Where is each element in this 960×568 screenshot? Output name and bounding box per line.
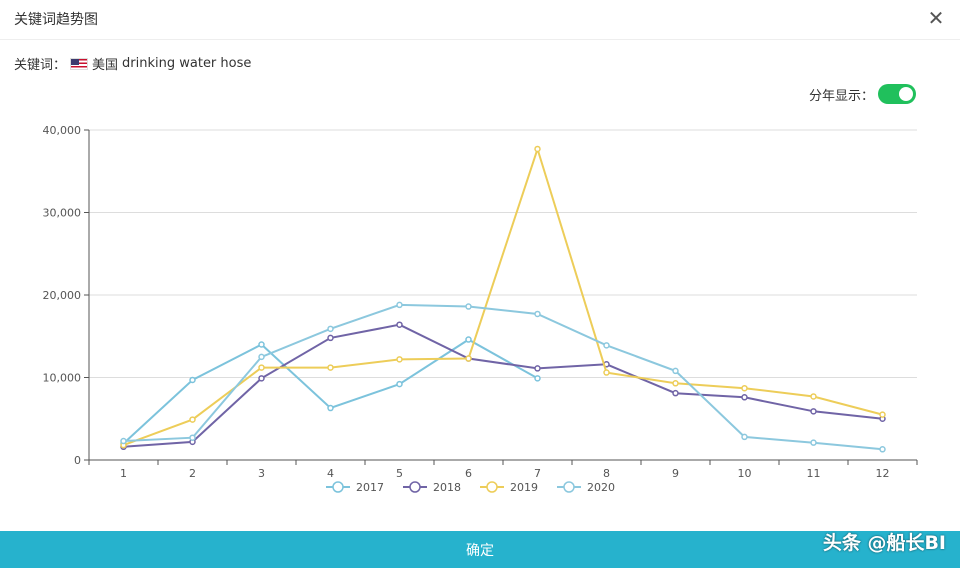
data-point-2019[interactable] xyxy=(465,355,472,362)
y-tick-label: 30,000 xyxy=(43,207,82,220)
x-tick-label: 2 xyxy=(189,467,196,480)
yearly-toggle-switch[interactable] xyxy=(878,84,916,104)
x-tick-label: 5 xyxy=(396,467,403,480)
data-point-2020[interactable] xyxy=(189,434,196,441)
x-tick-label: 10 xyxy=(738,467,752,480)
x-tick-label: 1 xyxy=(120,467,127,480)
data-point-2018[interactable] xyxy=(258,375,265,382)
y-tick-label: 20,000 xyxy=(43,289,82,302)
data-point-2017[interactable] xyxy=(258,341,265,348)
data-point-2017[interactable] xyxy=(465,336,472,343)
data-point-2018[interactable] xyxy=(672,389,679,397)
y-tick-label: 10,000 xyxy=(43,372,82,385)
data-point-2019[interactable] xyxy=(258,364,265,371)
series-line-2019 xyxy=(123,145,883,447)
data-point-2019[interactable] xyxy=(879,411,886,418)
legend-marker-2020[interactable] xyxy=(563,481,575,493)
legend-label-2020[interactable]: 2020 xyxy=(587,481,615,494)
x-tick-label: 7 xyxy=(534,467,541,480)
confirm-button-label: 确定 xyxy=(466,542,494,559)
data-point-2020[interactable] xyxy=(672,367,679,375)
data-point-2018[interactable] xyxy=(396,321,403,328)
data-point-2019[interactable] xyxy=(327,364,334,371)
data-point-2017[interactable] xyxy=(396,380,403,388)
legend-marker-2017[interactable] xyxy=(332,481,344,493)
data-point-2019[interactable] xyxy=(672,380,679,387)
data-point-2019[interactable] xyxy=(189,416,196,423)
keyword-term: drinking water hose xyxy=(122,56,252,71)
data-point-2019[interactable] xyxy=(396,356,403,363)
us-flag-icon xyxy=(70,57,89,70)
x-tick-label: 3 xyxy=(258,467,265,480)
series-line-2020 xyxy=(123,303,883,451)
data-point-2020[interactable] xyxy=(465,303,472,310)
data-point-2017[interactable] xyxy=(327,404,334,412)
data-point-2018[interactable] xyxy=(534,365,541,372)
data-point-2019[interactable] xyxy=(810,393,817,400)
x-tick-label: 11 xyxy=(807,467,821,480)
series-line-2018 xyxy=(123,323,883,448)
data-point-2020[interactable] xyxy=(258,353,265,361)
legend-marker-2019[interactable] xyxy=(486,481,498,493)
data-point-2020[interactable] xyxy=(741,433,748,441)
data-point-2020[interactable] xyxy=(120,437,127,445)
data-point-2017[interactable] xyxy=(534,375,541,382)
keyword-row: 关键词： 美国 drinking water hose xyxy=(14,54,251,73)
yearly-toggle-label: 分年显示： xyxy=(808,88,874,104)
data-point-2019[interactable] xyxy=(603,369,610,376)
data-point-2020[interactable] xyxy=(879,446,886,453)
series-line-2017 xyxy=(122,338,538,445)
data-point-2017[interactable] xyxy=(189,376,196,384)
legend-label-2017[interactable]: 2017 xyxy=(356,481,384,494)
y-tick-label: 40,000 xyxy=(43,124,82,137)
x-tick-label: 4 xyxy=(327,467,334,480)
yearly-toggle-row: 分年显示： xyxy=(809,84,916,104)
x-tick-label: 9 xyxy=(672,467,679,480)
x-tick-label: 8 xyxy=(603,467,610,480)
legend-label-2019[interactable]: 2019 xyxy=(510,481,538,494)
data-point-2018[interactable] xyxy=(810,408,817,415)
data-point-2020[interactable] xyxy=(396,301,403,309)
data-point-2018[interactable] xyxy=(741,394,748,401)
watermark: 头条 @船长BI xyxy=(822,532,946,554)
x-tick-label: 12 xyxy=(876,467,890,480)
toggle-knob xyxy=(899,87,913,101)
dialog-header: 关键词趋势图 ✕ xyxy=(0,0,960,40)
data-point-2020[interactable] xyxy=(810,439,817,446)
keyword-label: 关键词： xyxy=(14,58,67,73)
data-point-2020[interactable] xyxy=(534,310,541,318)
legend-label-2018[interactable]: 2018 xyxy=(433,481,461,494)
data-point-2020[interactable] xyxy=(603,342,610,349)
data-point-2020[interactable] xyxy=(327,325,334,333)
confirm-button[interactable]: 确定 xyxy=(0,531,960,568)
close-icon[interactable]: ✕ xyxy=(927,6,945,30)
data-point-2019[interactable] xyxy=(534,145,541,153)
data-point-2018[interactable] xyxy=(327,334,334,342)
y-tick-label: 0 xyxy=(74,454,81,467)
dialog-title: 关键词趋势图 xyxy=(14,12,98,28)
data-point-2019[interactable] xyxy=(741,384,748,392)
legend-marker-2018[interactable] xyxy=(409,481,421,493)
x-tick-label: 6 xyxy=(465,467,472,480)
keyword-country: 美国 xyxy=(92,58,119,73)
